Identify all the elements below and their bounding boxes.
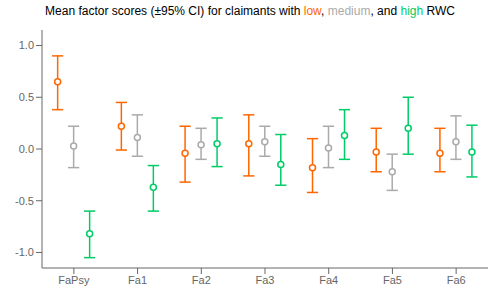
svg-text:0.0: 0.0	[19, 143, 34, 155]
svg-text:1.0: 1.0	[19, 39, 34, 51]
svg-text:Fa6: Fa6	[447, 274, 466, 286]
svg-text:-1.0: -1.0	[15, 246, 34, 258]
svg-text:FaPsy: FaPsy	[58, 274, 90, 286]
svg-text:Fa4: Fa4	[319, 274, 338, 286]
svg-text:Fa1: Fa1	[128, 274, 147, 286]
svg-text:0.5: 0.5	[19, 91, 34, 103]
svg-text:Fa5: Fa5	[383, 274, 402, 286]
svg-text:-0.5: -0.5	[15, 195, 34, 207]
svg-text:Fa2: Fa2	[192, 274, 211, 286]
svg-text:Fa3: Fa3	[256, 274, 275, 286]
html-text:Mean factor scores (±95% CI) f: Mean factor scores (±95% CI) for claiman…	[45, 4, 455, 18]
